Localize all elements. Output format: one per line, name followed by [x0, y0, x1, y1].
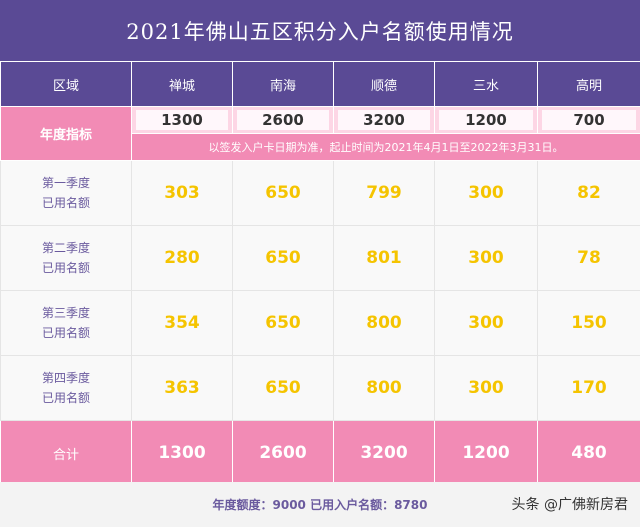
quarter-used-label: 已用名额	[41, 326, 90, 340]
total-value: 1200	[434, 420, 538, 486]
quarter-value: 300	[434, 225, 538, 291]
footer: 年度额度：9000 已用入户名额：8780 头条 @广佛新房君	[0, 482, 640, 527]
quarter-used-label: 已用名额	[41, 196, 90, 210]
district-header: 三水	[434, 61, 538, 107]
quarter-value: 650	[232, 225, 334, 291]
quarter-value: 799	[333, 160, 435, 226]
quarter-value: 800	[333, 290, 435, 356]
annual-target-value: 3200	[338, 110, 430, 130]
quarter-used-label: 已用名额	[41, 391, 90, 405]
annual-target-label: 年度指标	[0, 106, 132, 161]
quarter-row: 第二季度 已用名额 280 650 801 300 78	[0, 225, 640, 291]
quarter-label: 第二季度 已用名额	[0, 225, 132, 291]
quarter-value: 280	[131, 225, 233, 291]
quarter-value: 363	[131, 355, 233, 421]
quarter-label: 第四季度 已用名额	[0, 355, 132, 421]
title-text: 2021年佛山五区积分入户名额使用情况	[126, 19, 514, 44]
quarter-label: 第三季度 已用名额	[0, 290, 132, 356]
quota-table: 区域 禅城 南海 顺德 三水 高明 年度指标 1300 2600 3200 12…	[0, 61, 640, 486]
quarter-value: 354	[131, 290, 233, 356]
quarter-value: 300	[434, 160, 538, 226]
annual-target-value: 700	[542, 110, 636, 130]
quarter-value: 650	[232, 355, 334, 421]
quarter-name: 第三季度	[41, 306, 90, 320]
quarter-value: 300	[434, 290, 538, 356]
annual-target-row: 年度指标 1300 2600 3200 1200 700	[0, 106, 640, 161]
district-header: 高明	[537, 61, 640, 107]
quarter-value: 801	[333, 225, 435, 291]
total-value: 480	[537, 420, 640, 486]
quarter-value: 650	[232, 290, 334, 356]
source-watermark: 头条 @广佛新房君	[511, 497, 628, 513]
quarter-value: 800	[333, 355, 435, 421]
quarter-label: 第一季度 已用名额	[0, 160, 132, 226]
district-header: 顺德	[333, 61, 435, 107]
date-range-note: 以签发入户卡日期为准，起止时间为2021年4月1日至2022年3月31日。	[131, 133, 640, 161]
district-header: 禅城	[131, 61, 233, 107]
note-row: 以签发入户卡日期为准，起止时间为2021年4月1日至2022年3月31日。	[1, 133, 640, 161]
quarter-row: 第四季度 已用名额 363 650 800 300 170	[0, 355, 640, 421]
quarter-value: 78	[537, 225, 640, 291]
annual-target-value: 1200	[439, 110, 533, 130]
annual-target-value: 2600	[237, 110, 329, 130]
quarter-value: 300	[434, 355, 538, 421]
quarter-name: 第一季度	[41, 176, 90, 190]
quarter-value: 303	[131, 160, 233, 226]
quarter-value: 150	[537, 290, 640, 356]
quarter-value: 650	[232, 160, 334, 226]
quarter-name: 第二季度	[41, 241, 90, 255]
quarter-row: 第一季度 已用名额 303 650 799 300 82	[0, 160, 640, 226]
total-value: 3200	[333, 420, 435, 486]
quarter-row: 第三季度 已用名额 354 650 800 300 150	[0, 290, 640, 356]
total-row: 合计 1300 2600 3200 1200 480	[0, 420, 640, 486]
total-value: 1300	[131, 420, 233, 486]
header-row: 区域 禅城 南海 顺德 三水 高明	[0, 61, 640, 107]
quarter-used-label: 已用名额	[41, 261, 90, 275]
page-title: 2021年佛山五区积分入户名额使用情况	[0, 0, 640, 61]
total-value: 2600	[232, 420, 334, 486]
district-header: 南海	[232, 61, 334, 107]
region-header: 区域	[0, 61, 132, 107]
quarter-value: 170	[537, 355, 640, 421]
total-label: 合计	[0, 420, 132, 486]
quarter-name: 第四季度	[41, 371, 90, 385]
annual-summary: 年度额度：9000 已用入户名额：8780	[212, 498, 428, 512]
annual-target-value: 1300	[136, 110, 228, 130]
quarter-value: 82	[537, 160, 640, 226]
